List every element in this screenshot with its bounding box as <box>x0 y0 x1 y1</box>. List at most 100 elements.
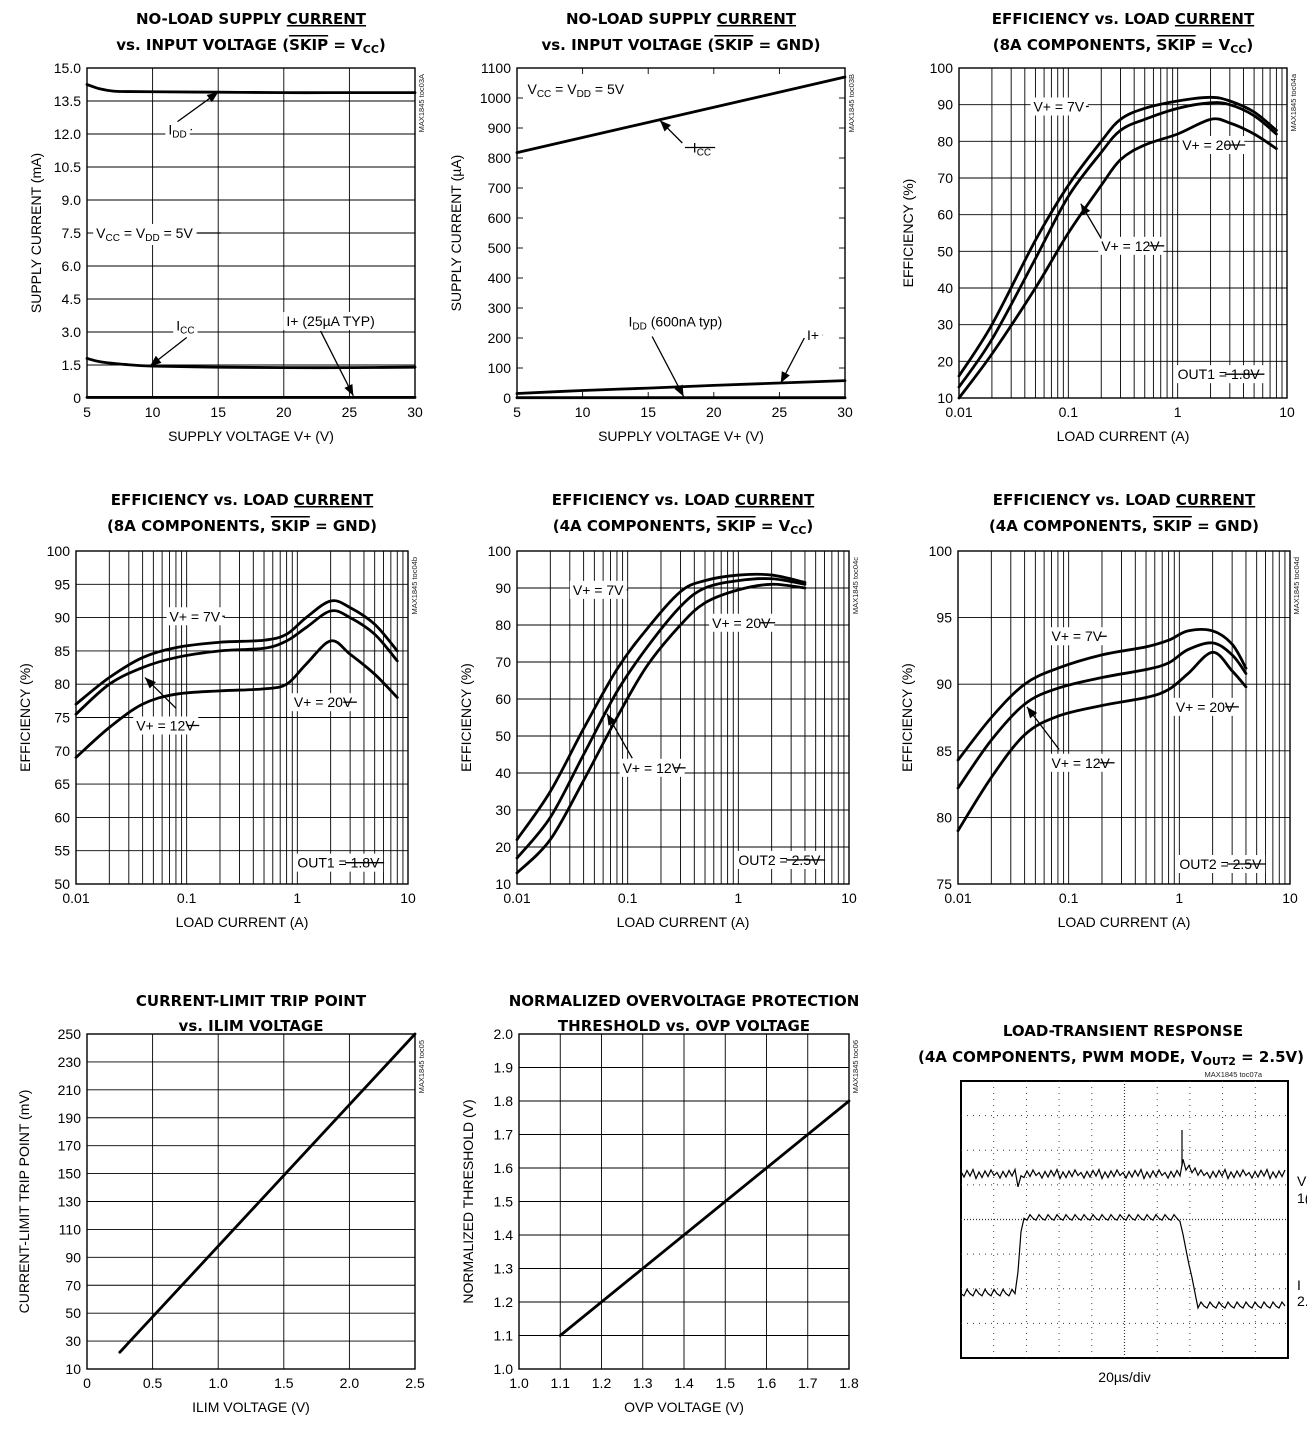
x-tick-label: 1.1 <box>551 1375 571 1391</box>
x-axis-label: OVP VOLTAGE (V) <box>624 1399 744 1415</box>
annotation-backdrop <box>625 312 726 334</box>
y-tick-label: 90 <box>65 1249 81 1265</box>
y-tick-label: 300 <box>488 300 512 316</box>
y-tick-label: 60 <box>937 207 953 223</box>
annotation-backdrop <box>1176 855 1266 874</box>
x-tick-label: 1 <box>1174 404 1182 420</box>
annotation-backdrop <box>173 316 198 338</box>
series-line <box>558 1099 851 1337</box>
y-tick-label: 30 <box>937 317 953 333</box>
y-tick-label: 40 <box>937 280 953 296</box>
plot-frame <box>957 550 1291 885</box>
y-tick-label: 50 <box>65 1305 81 1321</box>
y-tick-label: 20 <box>495 839 511 855</box>
figure-marker: MAX1845 toc07a <box>1204 1070 1262 1079</box>
y-tick-label: 100 <box>47 543 71 559</box>
y-tick-label: 30 <box>65 1333 81 1349</box>
chart-title-line: (4A COMPONENTS, SKIP = VCC) <box>553 517 814 537</box>
y-tick-label: 10 <box>937 390 953 406</box>
y-axis-label: SUPPLY CURRENT (mA) <box>28 153 44 313</box>
series-annotation: VCC = VDD = 5V <box>96 225 193 244</box>
x-tick-label: 10 <box>145 404 161 420</box>
y-tick-label: 1.0 <box>494 1361 514 1377</box>
y-tick-label: 15.0 <box>54 60 81 76</box>
x-axis-label: LOAD CURRENT (A) <box>176 914 309 930</box>
y-tick-label: 600 <box>488 210 512 226</box>
annotation-backdrop <box>1172 697 1238 716</box>
y-tick-label: 80 <box>54 676 70 692</box>
y-tick-label: 1000 <box>480 90 511 106</box>
x-tick-label: 1.3 <box>633 1375 653 1391</box>
annotation-backdrop <box>1179 136 1245 154</box>
y-tick-label: 1.5 <box>494 1194 514 1210</box>
annotation-backdrop <box>294 853 384 872</box>
series-annotation: V+ = 7V <box>1033 99 1084 115</box>
plot-frame <box>958 67 1288 399</box>
y-tick-label: 1.3 <box>494 1261 514 1277</box>
series-line <box>957 101 1278 389</box>
y-tick-label: 2.0 <box>494 1026 514 1042</box>
chart-toc04d: EFFICIENCY vs. LOAD CURRENT (4A COMPONENT… <box>899 491 1301 930</box>
series-annotation: V+ = 7V <box>573 582 624 598</box>
y-tick-label: 75 <box>936 876 952 892</box>
y-tick-label: 200 <box>488 330 512 346</box>
y-tick-label: 13.5 <box>54 93 81 109</box>
series-annotation: OUT2 = 2.5V <box>738 852 821 868</box>
y-tick-label: 7.5 <box>62 225 82 241</box>
x-tick-label: 5 <box>83 404 91 420</box>
series-line <box>515 577 807 860</box>
series-line <box>957 117 1278 400</box>
series-line <box>85 83 417 95</box>
y-tick-label: 90 <box>937 97 953 113</box>
annotation-backdrop <box>133 716 199 735</box>
x-axis-label: LOAD CURRENT (A) <box>1058 914 1191 930</box>
chart-title-line: vs. INPUT VOLTAGE (SKIP = VCC) <box>116 36 386 56</box>
x-tick-label: 10 <box>400 890 416 906</box>
chart-toc03B: NO-LOAD SUPPLY CURRENT vs. INPUT VOLTAGE … <box>448 10 856 444</box>
x-tick-label: 0.01 <box>945 404 972 420</box>
figure-marker: MAX1845 toc05 <box>417 1040 426 1093</box>
series-annotation: V+ = 12V <box>1101 238 1160 254</box>
arrow-head <box>149 355 162 367</box>
series-line <box>74 599 399 706</box>
scope-channel-label: V <box>1297 1173 1307 1189</box>
grid <box>75 550 408 885</box>
plot-frame <box>516 550 850 885</box>
scope-capture-toc07a: LOAD-TRANSIENT RESPONSE (4A COMPONENTS, P… <box>918 1022 1307 1385</box>
y-tick-label: 190 <box>58 1110 82 1126</box>
arrow-head <box>780 371 790 383</box>
scope-channel-label: 2. <box>1297 1293 1307 1309</box>
plot-frame <box>86 67 416 399</box>
y-tick-label: 9.0 <box>62 192 82 208</box>
chart-title-line: vs. INPUT VOLTAGE (SKIP = GND) <box>541 36 820 54</box>
y-tick-label: 100 <box>488 360 512 376</box>
y-axis-label: SUPPLY CURRENT (µA) <box>448 155 464 312</box>
series-annotation: OUT1 = 1.8V <box>297 855 380 871</box>
plot-frame <box>75 550 409 885</box>
series-annotation: V+ = 12V <box>136 717 195 733</box>
y-tick-label: 210 <box>58 1082 82 1098</box>
y-axis-label: EFFICIENCY (%) <box>17 663 33 772</box>
x-tick-label: 1.7 <box>798 1375 818 1391</box>
series-annotation: V+ = 7V <box>170 608 221 624</box>
y-tick-label: 50 <box>495 728 511 744</box>
annotation-backdrop <box>283 312 378 330</box>
y-tick-label: 1.1 <box>494 1328 514 1344</box>
series-line <box>515 572 807 841</box>
x-tick-label: 1.6 <box>757 1375 777 1391</box>
x-axis-label: ILIM VOLTAGE (V) <box>192 1399 310 1415</box>
y-tick-label: 20 <box>937 353 953 369</box>
x-axis-label: SUPPLY VOLTAGE V+ (V) <box>168 428 334 444</box>
x-tick-label: 0 <box>83 1375 91 1391</box>
figure-marker: MAX1845 toc06 <box>851 1040 860 1093</box>
chart-title-line: NORMALIZED OVERVOLTAGE PROTECTION <box>509 992 860 1010</box>
chart-title-line: LOAD-TRANSIENT RESPONSE <box>1003 1022 1243 1040</box>
chart-title-line: EFFICIENCY vs. LOAD CURRENT <box>552 491 815 509</box>
x-tick-label: 30 <box>837 404 853 420</box>
annotation-backdrop <box>803 326 823 344</box>
series-line <box>956 628 1248 762</box>
y-tick-label: 1.4 <box>494 1227 514 1243</box>
chart-title-line: (8A COMPONENTS, SKIP = GND) <box>107 517 377 535</box>
x-axis-label: LOAD CURRENT (A) <box>1057 428 1190 444</box>
